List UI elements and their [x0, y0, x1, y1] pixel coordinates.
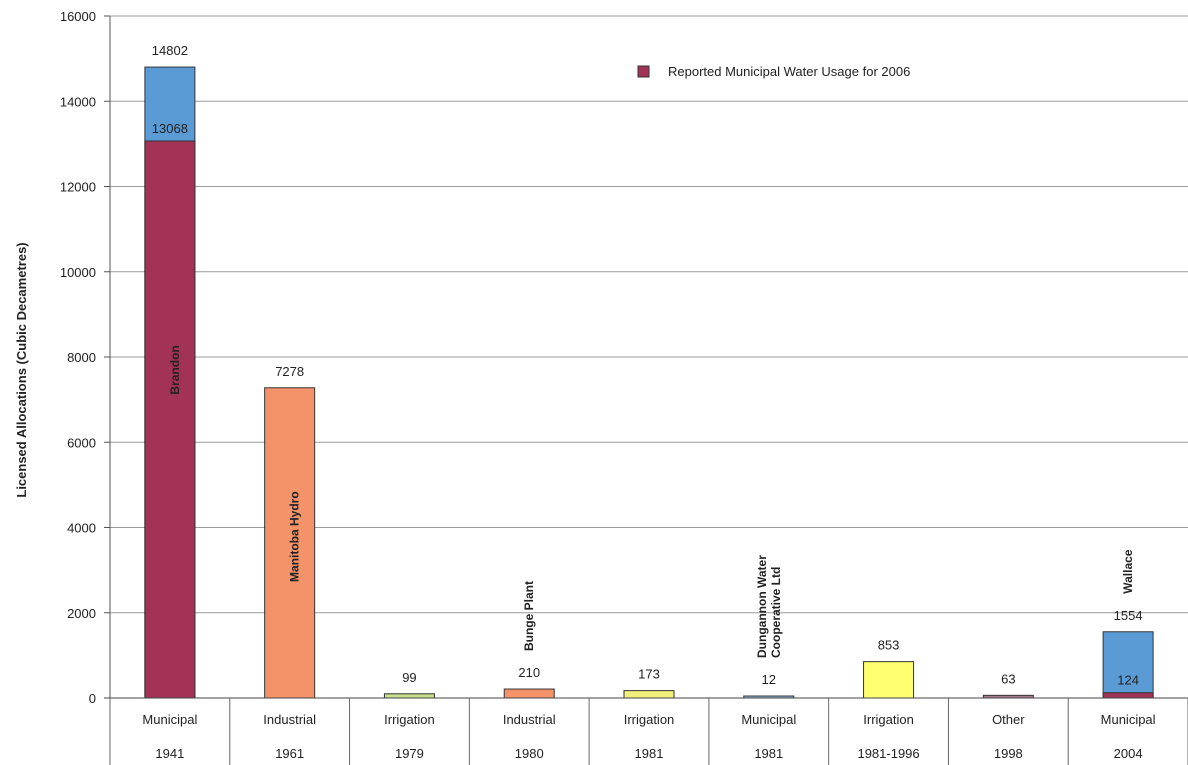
y-tick-label: 6000: [67, 435, 96, 450]
y-tick-label: 12000: [60, 180, 96, 195]
bar: [503, 688, 555, 699]
data-label-reported: 13068: [152, 121, 188, 136]
data-label: 853: [878, 638, 900, 653]
data-label: 210: [518, 665, 540, 680]
data-label: 7278: [275, 364, 304, 379]
x-category-type: Industrial: [263, 712, 316, 727]
bar: [863, 661, 915, 699]
bars: 13068 14802 Brandon 7278 Manitoba Hydro 99 210…: [144, 43, 1154, 699]
bar: [264, 387, 316, 699]
y-axis-label: Licensed Allocations (Cubic Decametres): [14, 242, 29, 497]
legend-swatch: [637, 65, 650, 78]
x-category-type: Municipal: [142, 712, 197, 727]
x-category-year: 1981: [754, 746, 783, 761]
x-category-type: Irrigation: [384, 712, 435, 727]
x-category-year: 2004: [1114, 746, 1143, 761]
data-label: 63: [1001, 671, 1015, 686]
data-label: 14802: [152, 43, 188, 58]
x-category-type: Municipal: [1101, 712, 1156, 727]
y-axis: 0 2000 4000 6000 8000 10000 12000 14000 16000: [60, 9, 111, 706]
x-category-type: Other: [992, 712, 1025, 727]
legend: Reported Municipal Water Usage for 2006: [637, 64, 910, 79]
x-category-type: Irrigation: [624, 712, 675, 727]
bar-reported: [144, 140, 196, 699]
y-tick-label: 10000: [60, 265, 96, 280]
bar-label: Brandon: [168, 345, 182, 394]
x-category-year: 1980: [515, 746, 544, 761]
bar: [1102, 631, 1154, 699]
data-label: 12: [762, 672, 776, 687]
x-axis-table: Municipal 1941 Industrial 1961 Irrigation 197…: [104, 697, 1188, 765]
x-category-year: 1998: [994, 746, 1023, 761]
bar-label: Wallace: [1121, 549, 1135, 594]
legend-label: Reported Municipal Water Usage for 2006: [668, 64, 910, 79]
data-label: 99: [402, 670, 416, 685]
y-tick-label: 2000: [67, 606, 96, 621]
y-tick-label: 14000: [60, 94, 96, 109]
x-category-type: Municipal: [741, 712, 796, 727]
data-label: 173: [638, 667, 660, 682]
x-category-year: 1981: [635, 746, 664, 761]
x-category-year: 1979: [395, 746, 424, 761]
bar-reported: [1102, 692, 1154, 699]
x-category-year: 1941: [155, 746, 184, 761]
y-tick-label: 8000: [67, 350, 96, 365]
bar: [383, 693, 435, 699]
x-category-type: Irrigation: [863, 712, 914, 727]
bar-label: Bunge Plant: [522, 581, 536, 651]
bar-label: Dungannon WaterCooperative Ltd: [755, 555, 783, 658]
x-category-year: 1981-1996: [857, 746, 919, 761]
y-tick-label: 16000: [60, 9, 96, 24]
x-category-year: 1961: [275, 746, 304, 761]
bar-label: Manitoba Hydro: [288, 491, 302, 582]
y-tick-label: 4000: [67, 521, 96, 536]
y-tick-label: 0: [89, 691, 96, 706]
x-category-type: Industrial: [503, 712, 556, 727]
bar: [623, 690, 675, 699]
data-label: 1554: [1114, 608, 1143, 623]
data-label-reported: 124: [1117, 673, 1139, 688]
